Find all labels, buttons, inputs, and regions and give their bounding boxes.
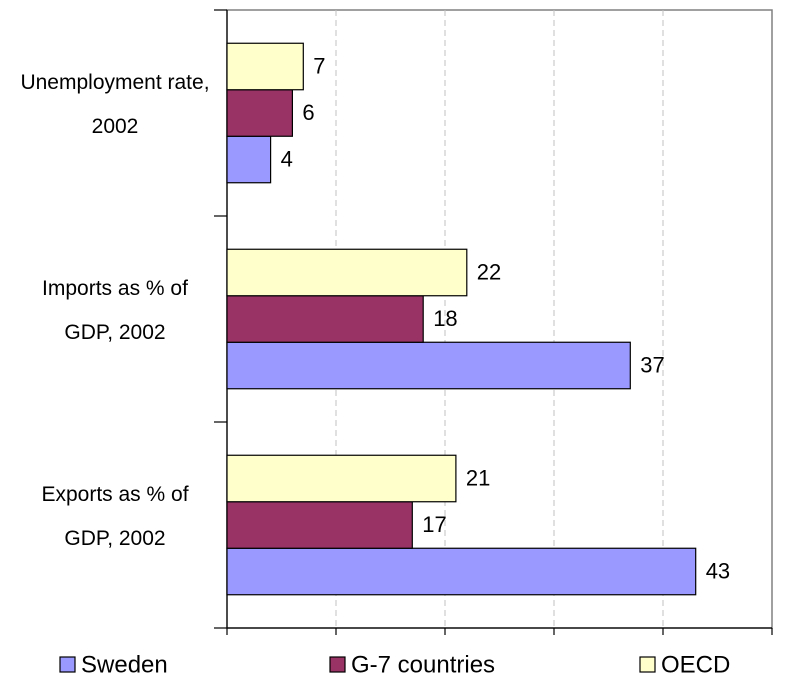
legend-label: G-7 countries [351, 651, 495, 678]
y-tick-label: Imports as % of GDP, 2002 [42, 277, 188, 344]
y-tick-label: Exports as % of GDP, 2002 [41, 483, 189, 550]
legend-label: Sweden [81, 651, 168, 678]
bar [226, 135, 272, 184]
value-label: 4 [281, 146, 293, 171]
bar [226, 501, 413, 549]
bar [226, 454, 457, 503]
bar [226, 89, 294, 137]
value-label: 18 [433, 306, 457, 331]
bar [226, 341, 631, 390]
value-label: 17 [422, 512, 446, 537]
value-label: 22 [477, 259, 501, 284]
legend-swatch [59, 656, 76, 673]
bar [226, 248, 468, 297]
y-tick-label: Unemployment rate, 2002 [20, 71, 210, 138]
bar [226, 42, 304, 91]
value-label: 7 [313, 53, 325, 78]
value-label: 6 [302, 100, 314, 125]
bar [226, 295, 424, 343]
legend-swatch [329, 656, 346, 673]
value-label: 37 [640, 352, 664, 377]
legend-swatch [639, 656, 656, 673]
value-label: 21 [466, 465, 490, 490]
value-label: 43 [706, 558, 730, 583]
bar [226, 547, 697, 596]
legend-label: OECD [661, 651, 730, 678]
